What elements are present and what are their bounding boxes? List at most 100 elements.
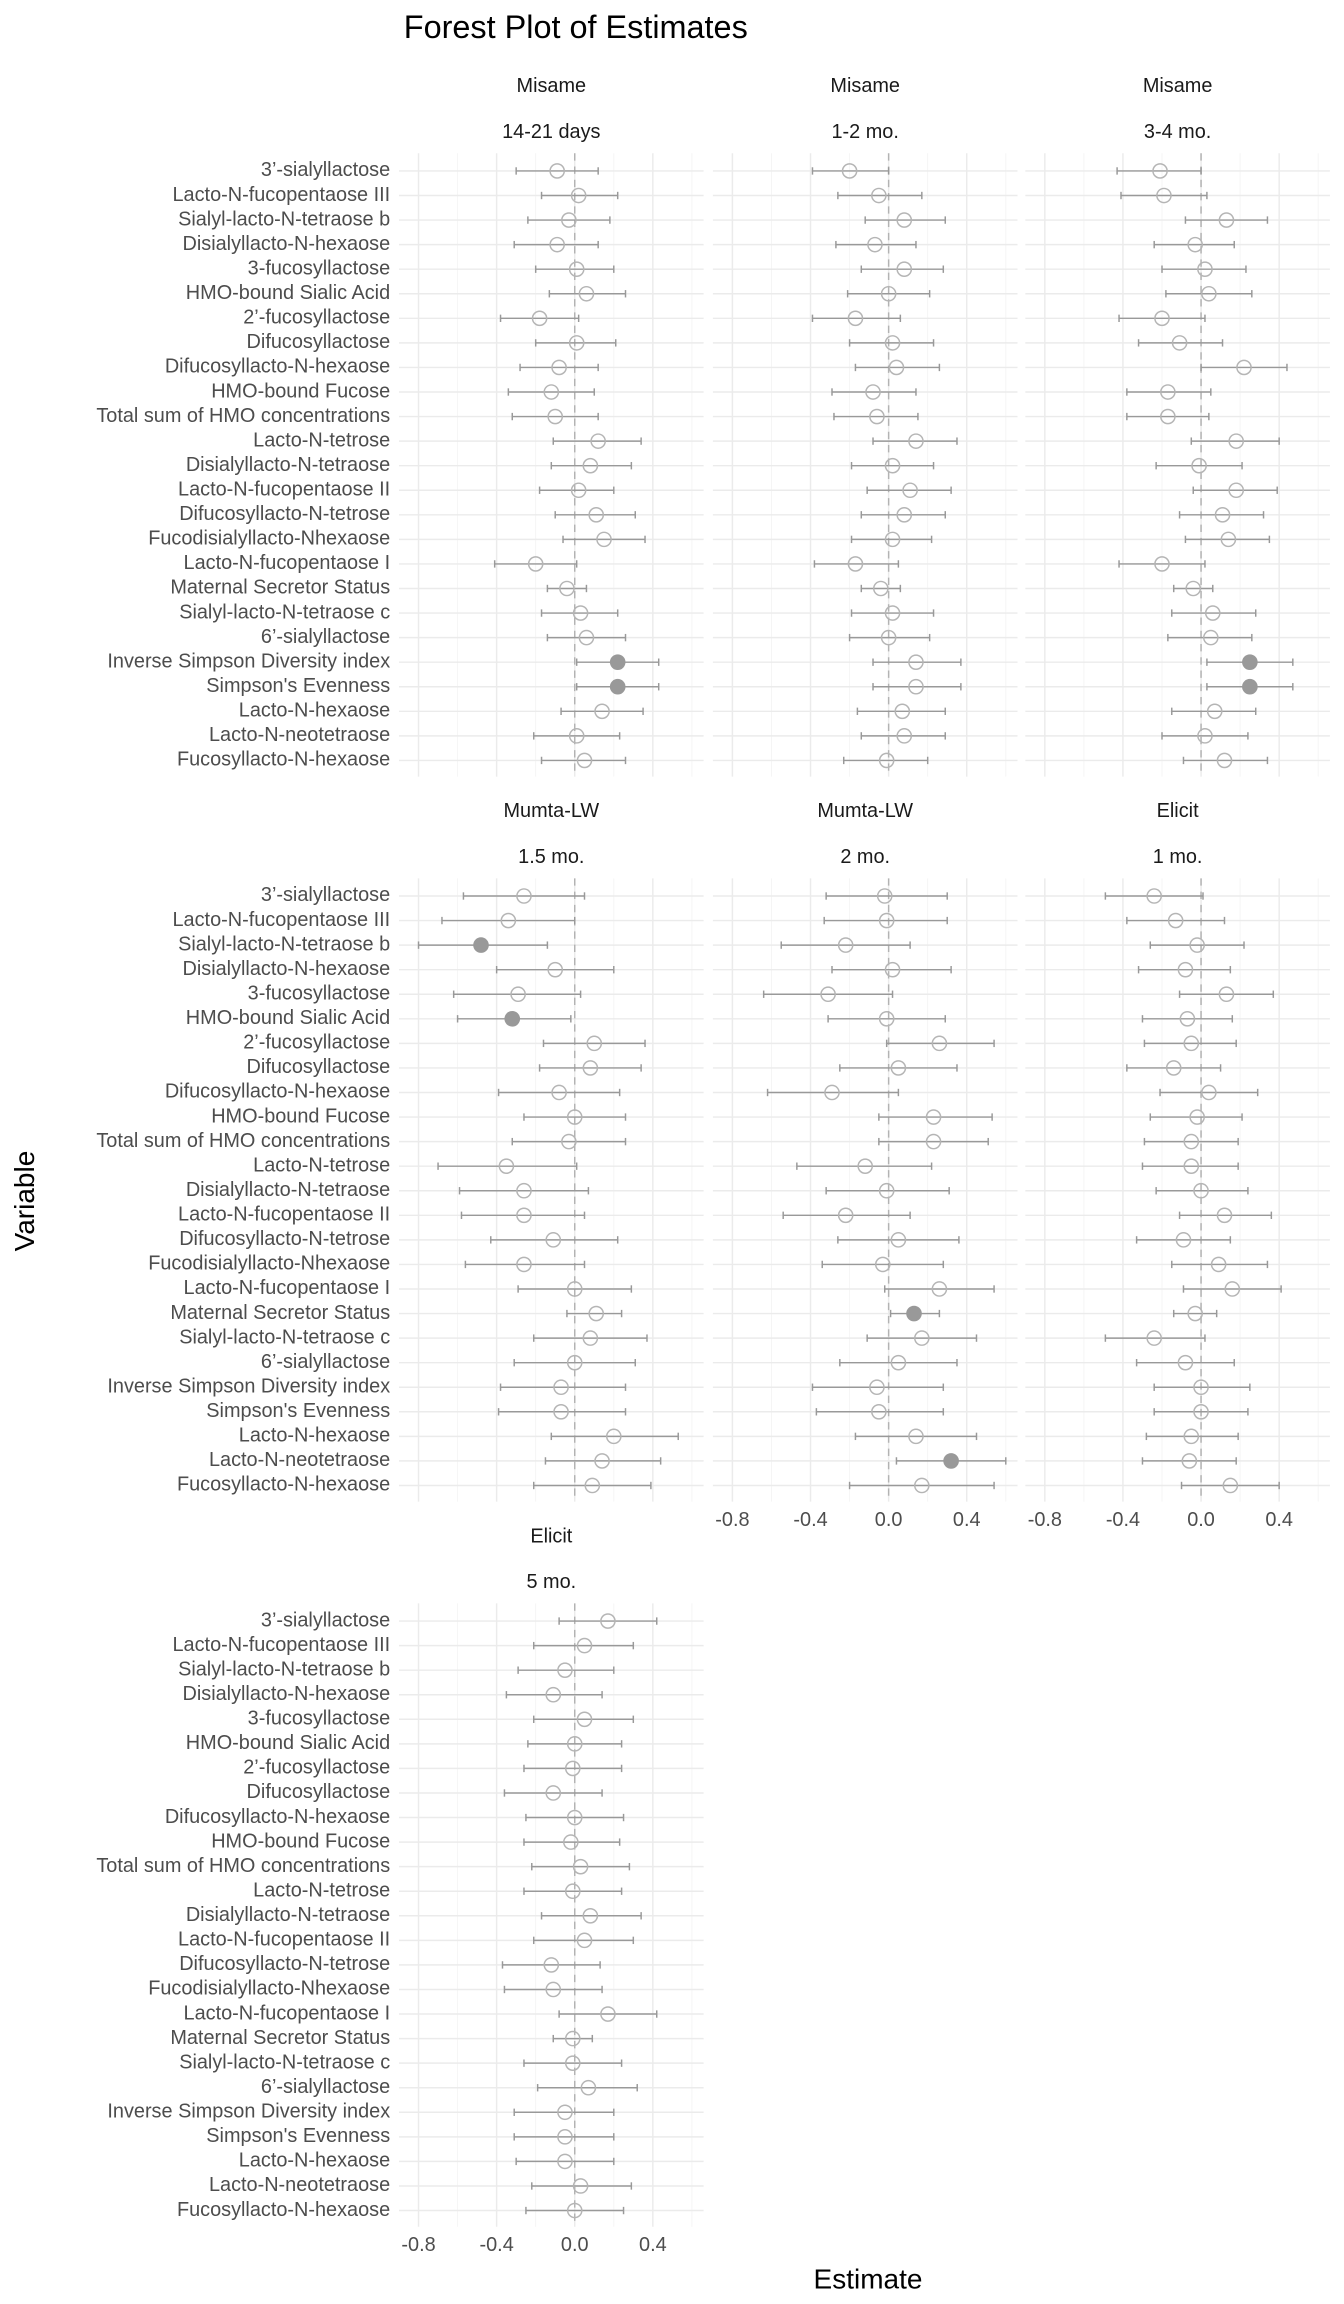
point <box>1220 531 1237 548</box>
point <box>594 703 610 720</box>
point <box>557 2129 573 2145</box>
y-tick-label: Lacto-N-neotetraose <box>209 724 390 746</box>
point <box>908 654 924 670</box>
y-tick-label: Lacto-N-fucopentaose II <box>178 1204 390 1226</box>
y-tick-label: Disialyllacto-N-hexaose <box>182 233 390 255</box>
point <box>543 1957 560 1973</box>
point <box>504 1010 521 1027</box>
point <box>551 1084 567 1101</box>
point <box>1181 1453 1198 1469</box>
y-tick-label: Inverse Simpson Diversity index <box>107 2101 390 2123</box>
point <box>551 359 567 376</box>
point <box>880 629 897 646</box>
y-tick-label: Lacto-N-fucopentaose I <box>184 1277 391 1299</box>
y-tick-label: Lacto-N-tetrose <box>253 429 390 451</box>
point <box>1193 1182 1209 1199</box>
point <box>584 1477 601 1494</box>
x-tick-label: -0.4 <box>793 1509 827 1531</box>
point <box>553 1403 569 1420</box>
point <box>609 654 626 670</box>
point <box>869 1379 885 1396</box>
point <box>566 1736 583 1752</box>
y-tick-label: Difucosyllacto-N-tetrose <box>179 1228 390 1250</box>
point <box>561 1133 577 1150</box>
point <box>890 1060 907 1076</box>
y-tick-label: Simpson's Evenness <box>206 2125 390 2147</box>
point <box>576 1711 593 1728</box>
y-tick-label: Lacto-N-fucopentaose II <box>178 479 390 501</box>
y-tick-label: Disialyllacto-N-tetraose <box>186 454 390 476</box>
point <box>1224 1281 1241 1297</box>
point <box>566 1809 583 1826</box>
point <box>1197 261 1213 278</box>
point <box>1193 1403 1209 1420</box>
point <box>925 1133 942 1150</box>
point <box>547 961 564 978</box>
y-tick-label: 3-fucosyllactose <box>248 1708 391 1730</box>
point <box>582 1060 599 1076</box>
point <box>580 2079 597 2096</box>
point <box>896 507 913 523</box>
point <box>1203 629 1219 646</box>
strip-timepoint: 2 mo. <box>840 846 890 868</box>
point <box>878 1010 895 1027</box>
strip-timepoint: 1-2 mo. <box>832 121 899 143</box>
point <box>1197 728 1213 744</box>
point <box>876 888 893 904</box>
y-tick-label: 3’-sialyllactose <box>261 1609 390 1631</box>
y-tick-label: Lacto-N-fucopentaose III <box>173 1634 391 1656</box>
y-tick-label: Lacto-N-hexaose <box>239 2150 390 2172</box>
point <box>1218 212 1235 228</box>
point <box>857 1158 874 1174</box>
point <box>871 1403 887 1420</box>
point <box>564 2030 581 2047</box>
x-tick-label: 0.4 <box>953 1509 981 1531</box>
point <box>1214 507 1231 523</box>
x-tick-label: 0.0 <box>561 2234 589 2256</box>
x-tick-label: 0.0 <box>875 1509 903 1531</box>
y-tick-label: HMO-bound Sialic Acid <box>186 282 390 304</box>
point <box>1183 1428 1200 1445</box>
point <box>884 605 901 621</box>
point <box>869 408 885 425</box>
point <box>588 507 605 523</box>
strip-study: Elicit <box>530 1525 572 1547</box>
point <box>867 236 883 253</box>
y-tick-label: HMO-bound Fucose <box>211 380 390 402</box>
strip-timepoint: 5 mo. <box>526 1571 576 1593</box>
point <box>1154 310 1170 327</box>
strip-study: Mumta-LW <box>503 800 599 822</box>
point <box>516 1207 532 1224</box>
x-tick-label: 0.4 <box>1265 1509 1293 1531</box>
point <box>1160 384 1176 400</box>
y-tick-label: Difucosyllactose <box>247 1781 391 1803</box>
point <box>559 580 575 597</box>
point <box>1177 961 1194 978</box>
point <box>582 457 599 474</box>
y-tick-label: Disialyllacto-N-hexaose <box>182 1683 390 1705</box>
point <box>605 1428 622 1445</box>
point <box>564 1883 581 1900</box>
strip-study: Misame <box>1143 75 1213 97</box>
x-tick-label: -0.4 <box>1106 1509 1140 1531</box>
point <box>1185 580 1202 597</box>
y-tick-label: HMO-bound Fucose <box>211 1105 390 1127</box>
y-tick-label: 6’-sialyllactose <box>261 1351 390 1373</box>
point <box>545 1686 562 1703</box>
strip-study: Elicit <box>1157 800 1199 822</box>
y-tick-label: Inverse Simpson Diversity index <box>107 650 390 672</box>
point <box>890 1354 907 1371</box>
point <box>1165 1060 1182 1076</box>
point <box>841 163 858 179</box>
point <box>837 1207 854 1224</box>
point <box>572 2178 589 2194</box>
y-tick-label: Lacto-N-fucopentaose I <box>184 552 391 574</box>
y-tick-label: Sialyl-lacto-N-tetraose c <box>179 2051 390 2073</box>
point <box>1210 1256 1227 1273</box>
point <box>1187 1305 1204 1322</box>
point <box>931 1281 948 1297</box>
x-tick-label: -0.8 <box>1028 1509 1062 1531</box>
strip-timepoint: 1.5 mo. <box>518 846 584 868</box>
point <box>914 1330 930 1346</box>
point <box>566 1109 583 1125</box>
